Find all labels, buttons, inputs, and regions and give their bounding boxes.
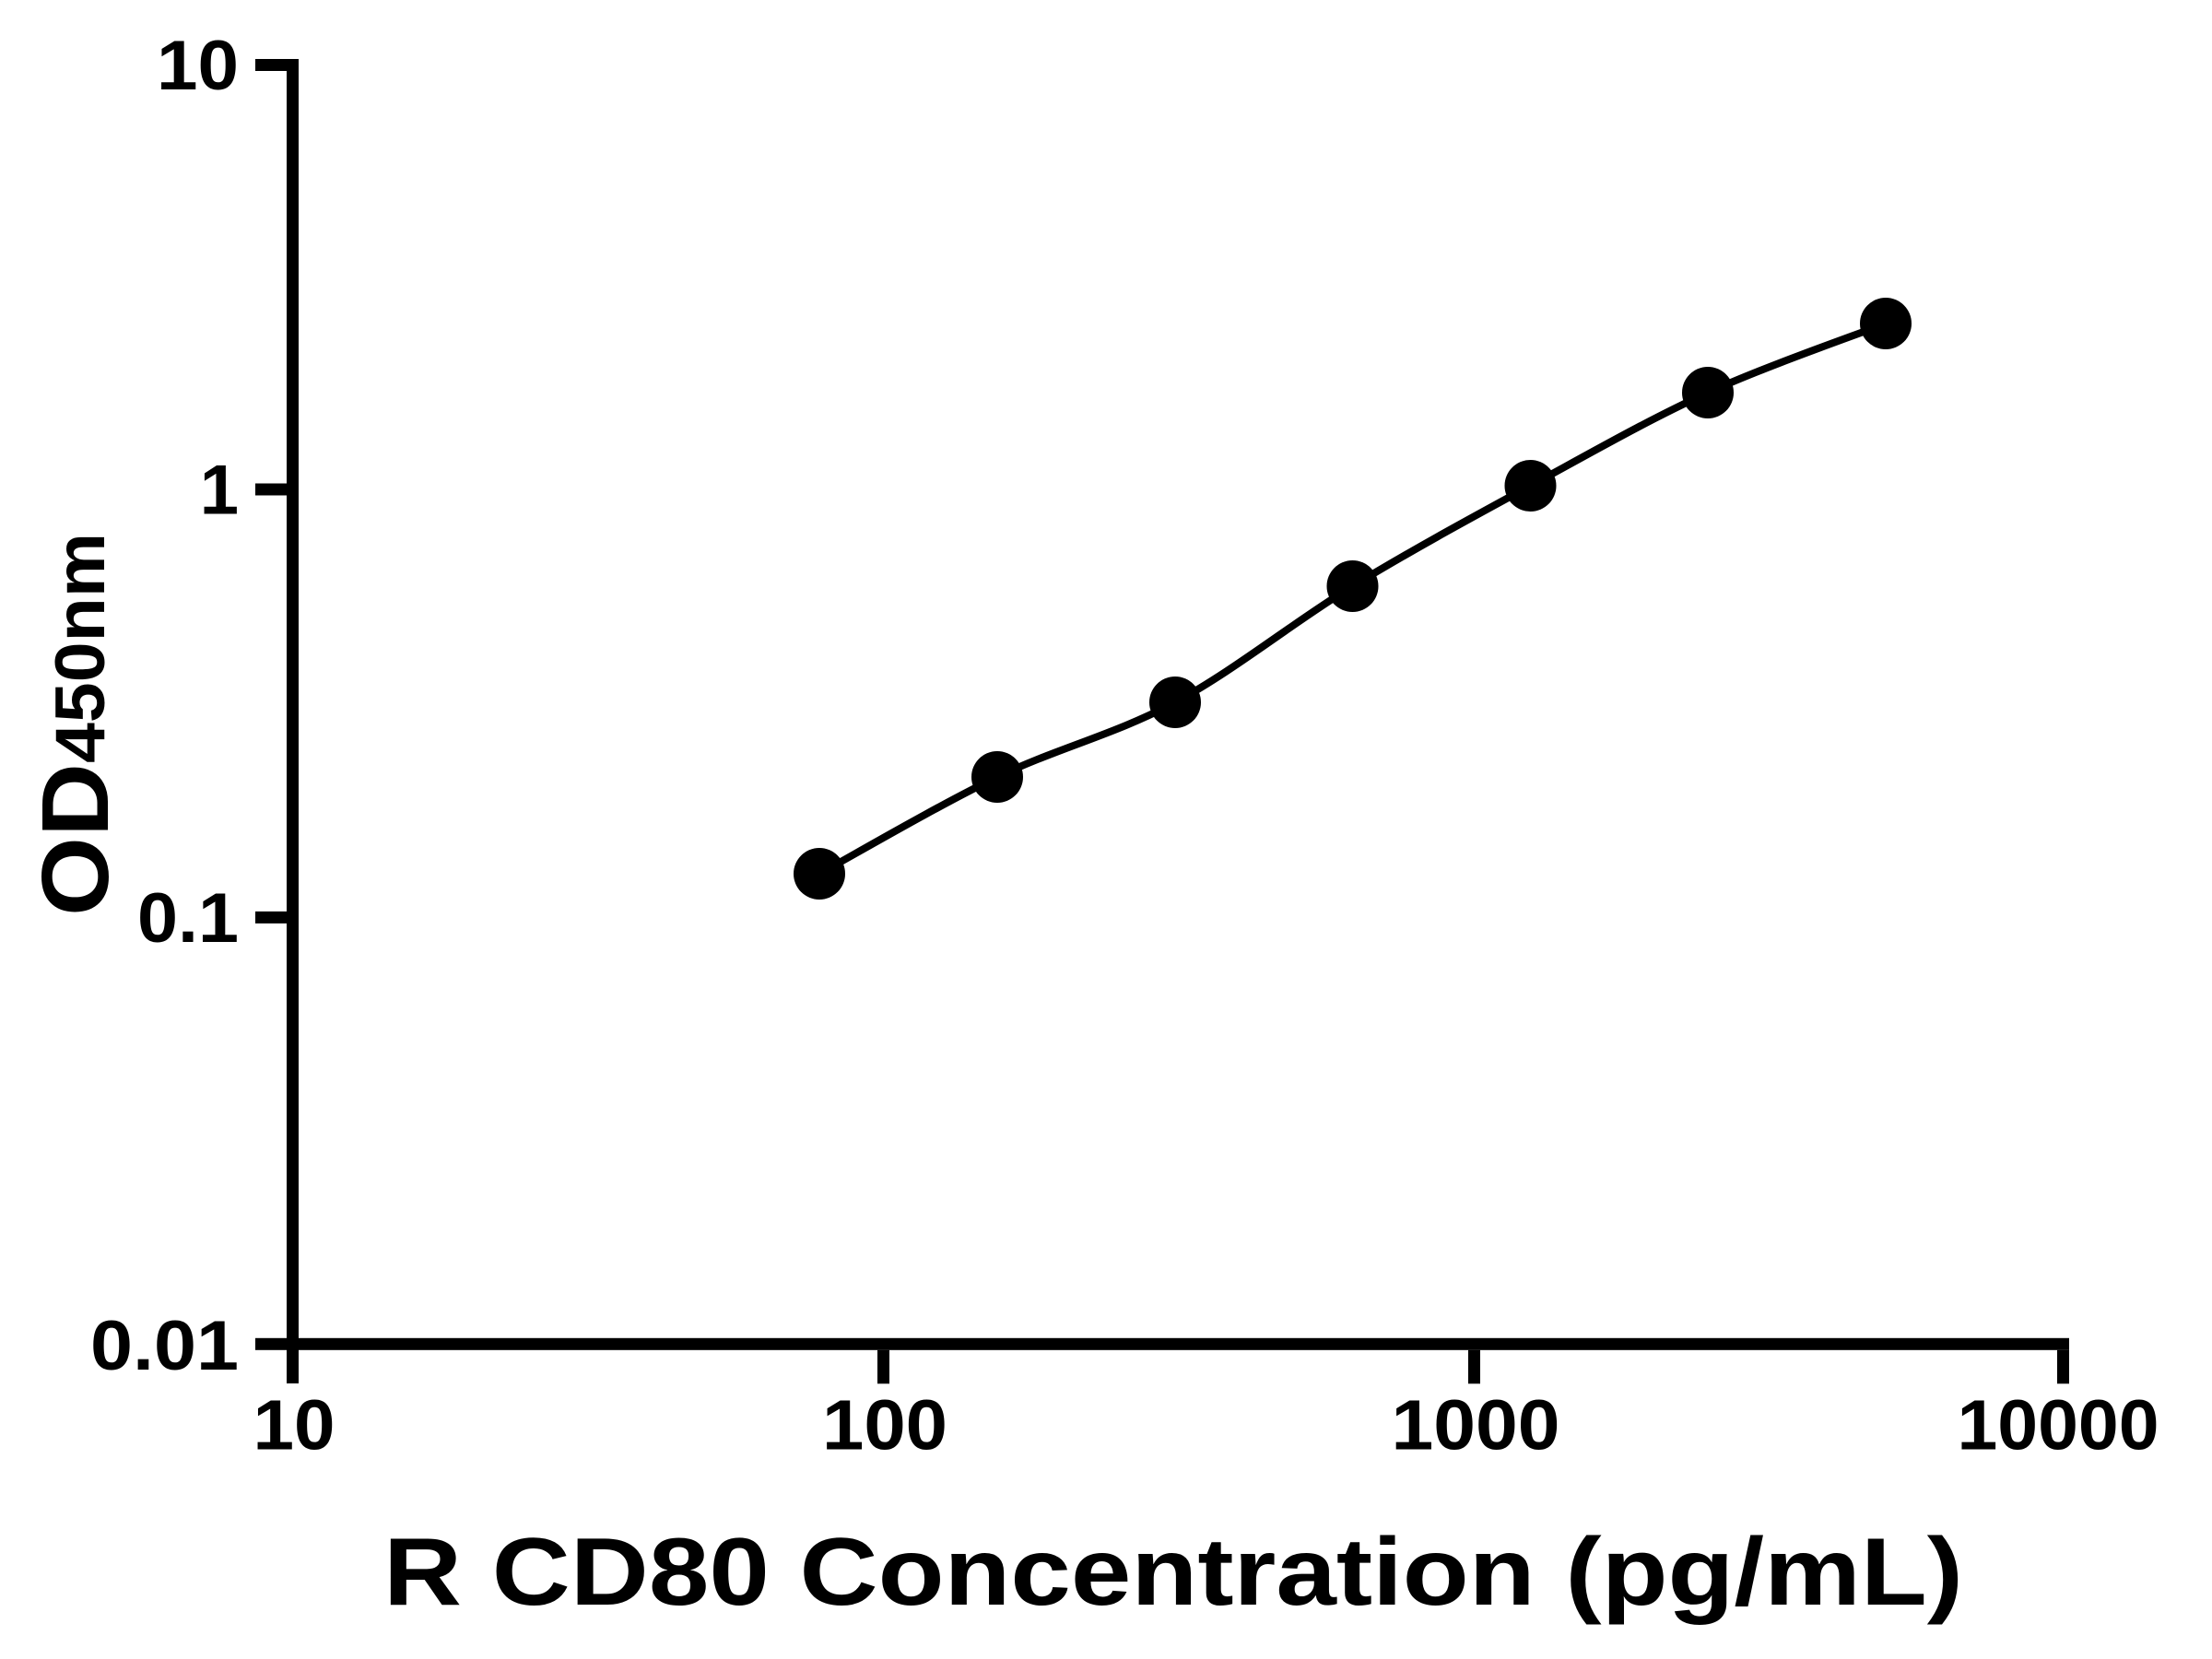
svg-text:100: 100 <box>822 1386 947 1465</box>
svg-text:1000: 1000 <box>1392 1386 1560 1465</box>
svg-text:10000: 10000 <box>1958 1386 2159 1465</box>
svg-text:1: 1 <box>200 452 239 530</box>
svg-text:OD450nm: OD450nm <box>22 533 128 916</box>
svg-text:10: 10 <box>157 27 239 105</box>
svg-text:10: 10 <box>253 1386 335 1465</box>
svg-text:0.01: 0.01 <box>90 1307 239 1385</box>
svg-text:R CD80 Concentration (pg/mL): R CD80 Concentration (pg/mL) <box>383 1519 1963 1626</box>
svg-text:0.1: 0.1 <box>137 879 239 958</box>
